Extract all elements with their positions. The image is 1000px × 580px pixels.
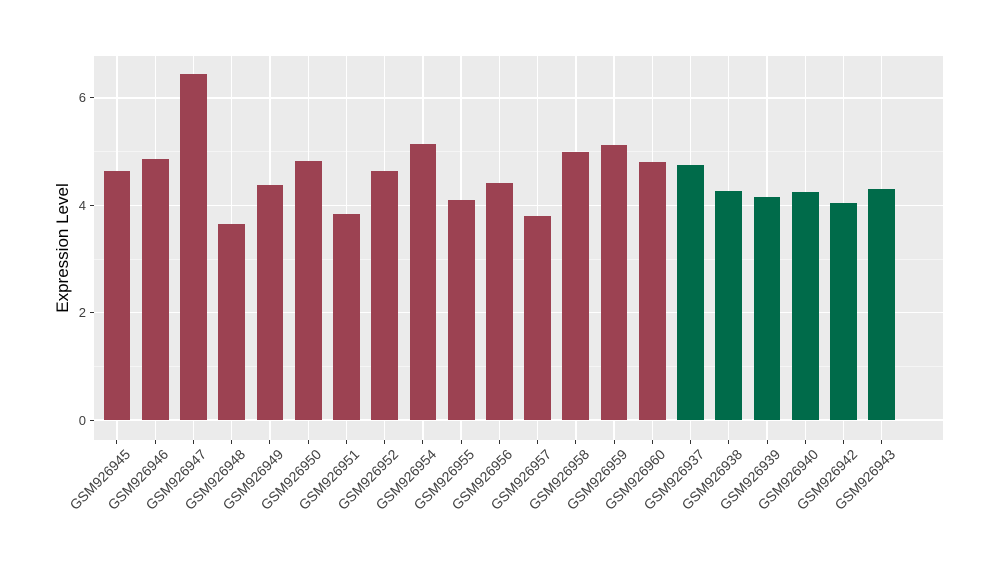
x-tick-mark xyxy=(192,440,194,444)
y-tick-label: 4 xyxy=(78,197,86,213)
x-tick-mark xyxy=(728,440,730,444)
bar-GSM926945 xyxy=(103,170,131,421)
bar-GSM926939 xyxy=(753,197,781,421)
x-tick-mark xyxy=(154,440,156,444)
bar-GSM926949 xyxy=(256,184,284,421)
x-tick-mark xyxy=(651,440,653,444)
bar-GSM926937 xyxy=(677,165,704,421)
x-tick-mark xyxy=(843,440,845,444)
x-tick-mark xyxy=(498,440,500,444)
y-tick-label: 6 xyxy=(78,90,86,106)
bar-GSM926955 xyxy=(447,199,475,421)
y-major-gridline xyxy=(94,97,943,99)
x-tick-mark xyxy=(537,440,539,444)
bar-GSM926938 xyxy=(715,191,743,421)
y-tick-mark xyxy=(90,97,94,99)
y-tick-label: 2 xyxy=(78,305,86,321)
bar-GSM926948 xyxy=(218,224,246,421)
x-tick-mark xyxy=(345,440,347,444)
bar-GSM926940 xyxy=(791,192,819,421)
bar-GSM926943 xyxy=(868,188,896,421)
x-tick-mark xyxy=(460,440,462,444)
bar-GSM926946 xyxy=(141,159,169,421)
x-tick-mark xyxy=(881,440,883,444)
y-minor-gridline xyxy=(94,365,943,367)
x-tick-mark xyxy=(384,440,386,444)
plot-panel xyxy=(94,56,943,440)
bar-GSM926947 xyxy=(180,74,207,421)
bar-GSM926958 xyxy=(562,151,590,421)
y-tick-mark xyxy=(90,204,94,206)
x-tick-mark xyxy=(307,440,309,444)
y-minor-gridline xyxy=(94,151,943,153)
bar-GSM926957 xyxy=(524,216,551,421)
y-tick-mark xyxy=(90,312,94,314)
bar-GSM926951 xyxy=(333,214,360,421)
x-tick-mark xyxy=(690,440,692,444)
bar-GSM926942 xyxy=(830,202,857,421)
x-tick-mark xyxy=(422,440,424,444)
y-tick-label: 0 xyxy=(78,412,86,428)
y-tick-mark xyxy=(90,419,94,421)
x-tick-mark xyxy=(575,440,577,444)
y-major-gridline xyxy=(94,204,943,206)
bar-GSM926950 xyxy=(294,161,322,421)
x-tick-mark xyxy=(231,440,233,444)
y-major-gridline xyxy=(94,419,943,421)
x-tick-mark xyxy=(116,440,118,444)
bar-GSM926952 xyxy=(371,170,399,421)
bar-GSM926954 xyxy=(409,144,437,421)
y-major-gridline xyxy=(94,312,943,314)
y-minor-gridline xyxy=(94,258,943,260)
x-tick-mark xyxy=(613,440,615,444)
bar-GSM926959 xyxy=(600,144,628,421)
bar-GSM926960 xyxy=(638,162,666,421)
x-tick-mark xyxy=(269,440,271,444)
x-tick-mark xyxy=(804,440,806,444)
bar-GSM926956 xyxy=(485,183,513,421)
x-tick-mark xyxy=(766,440,768,444)
